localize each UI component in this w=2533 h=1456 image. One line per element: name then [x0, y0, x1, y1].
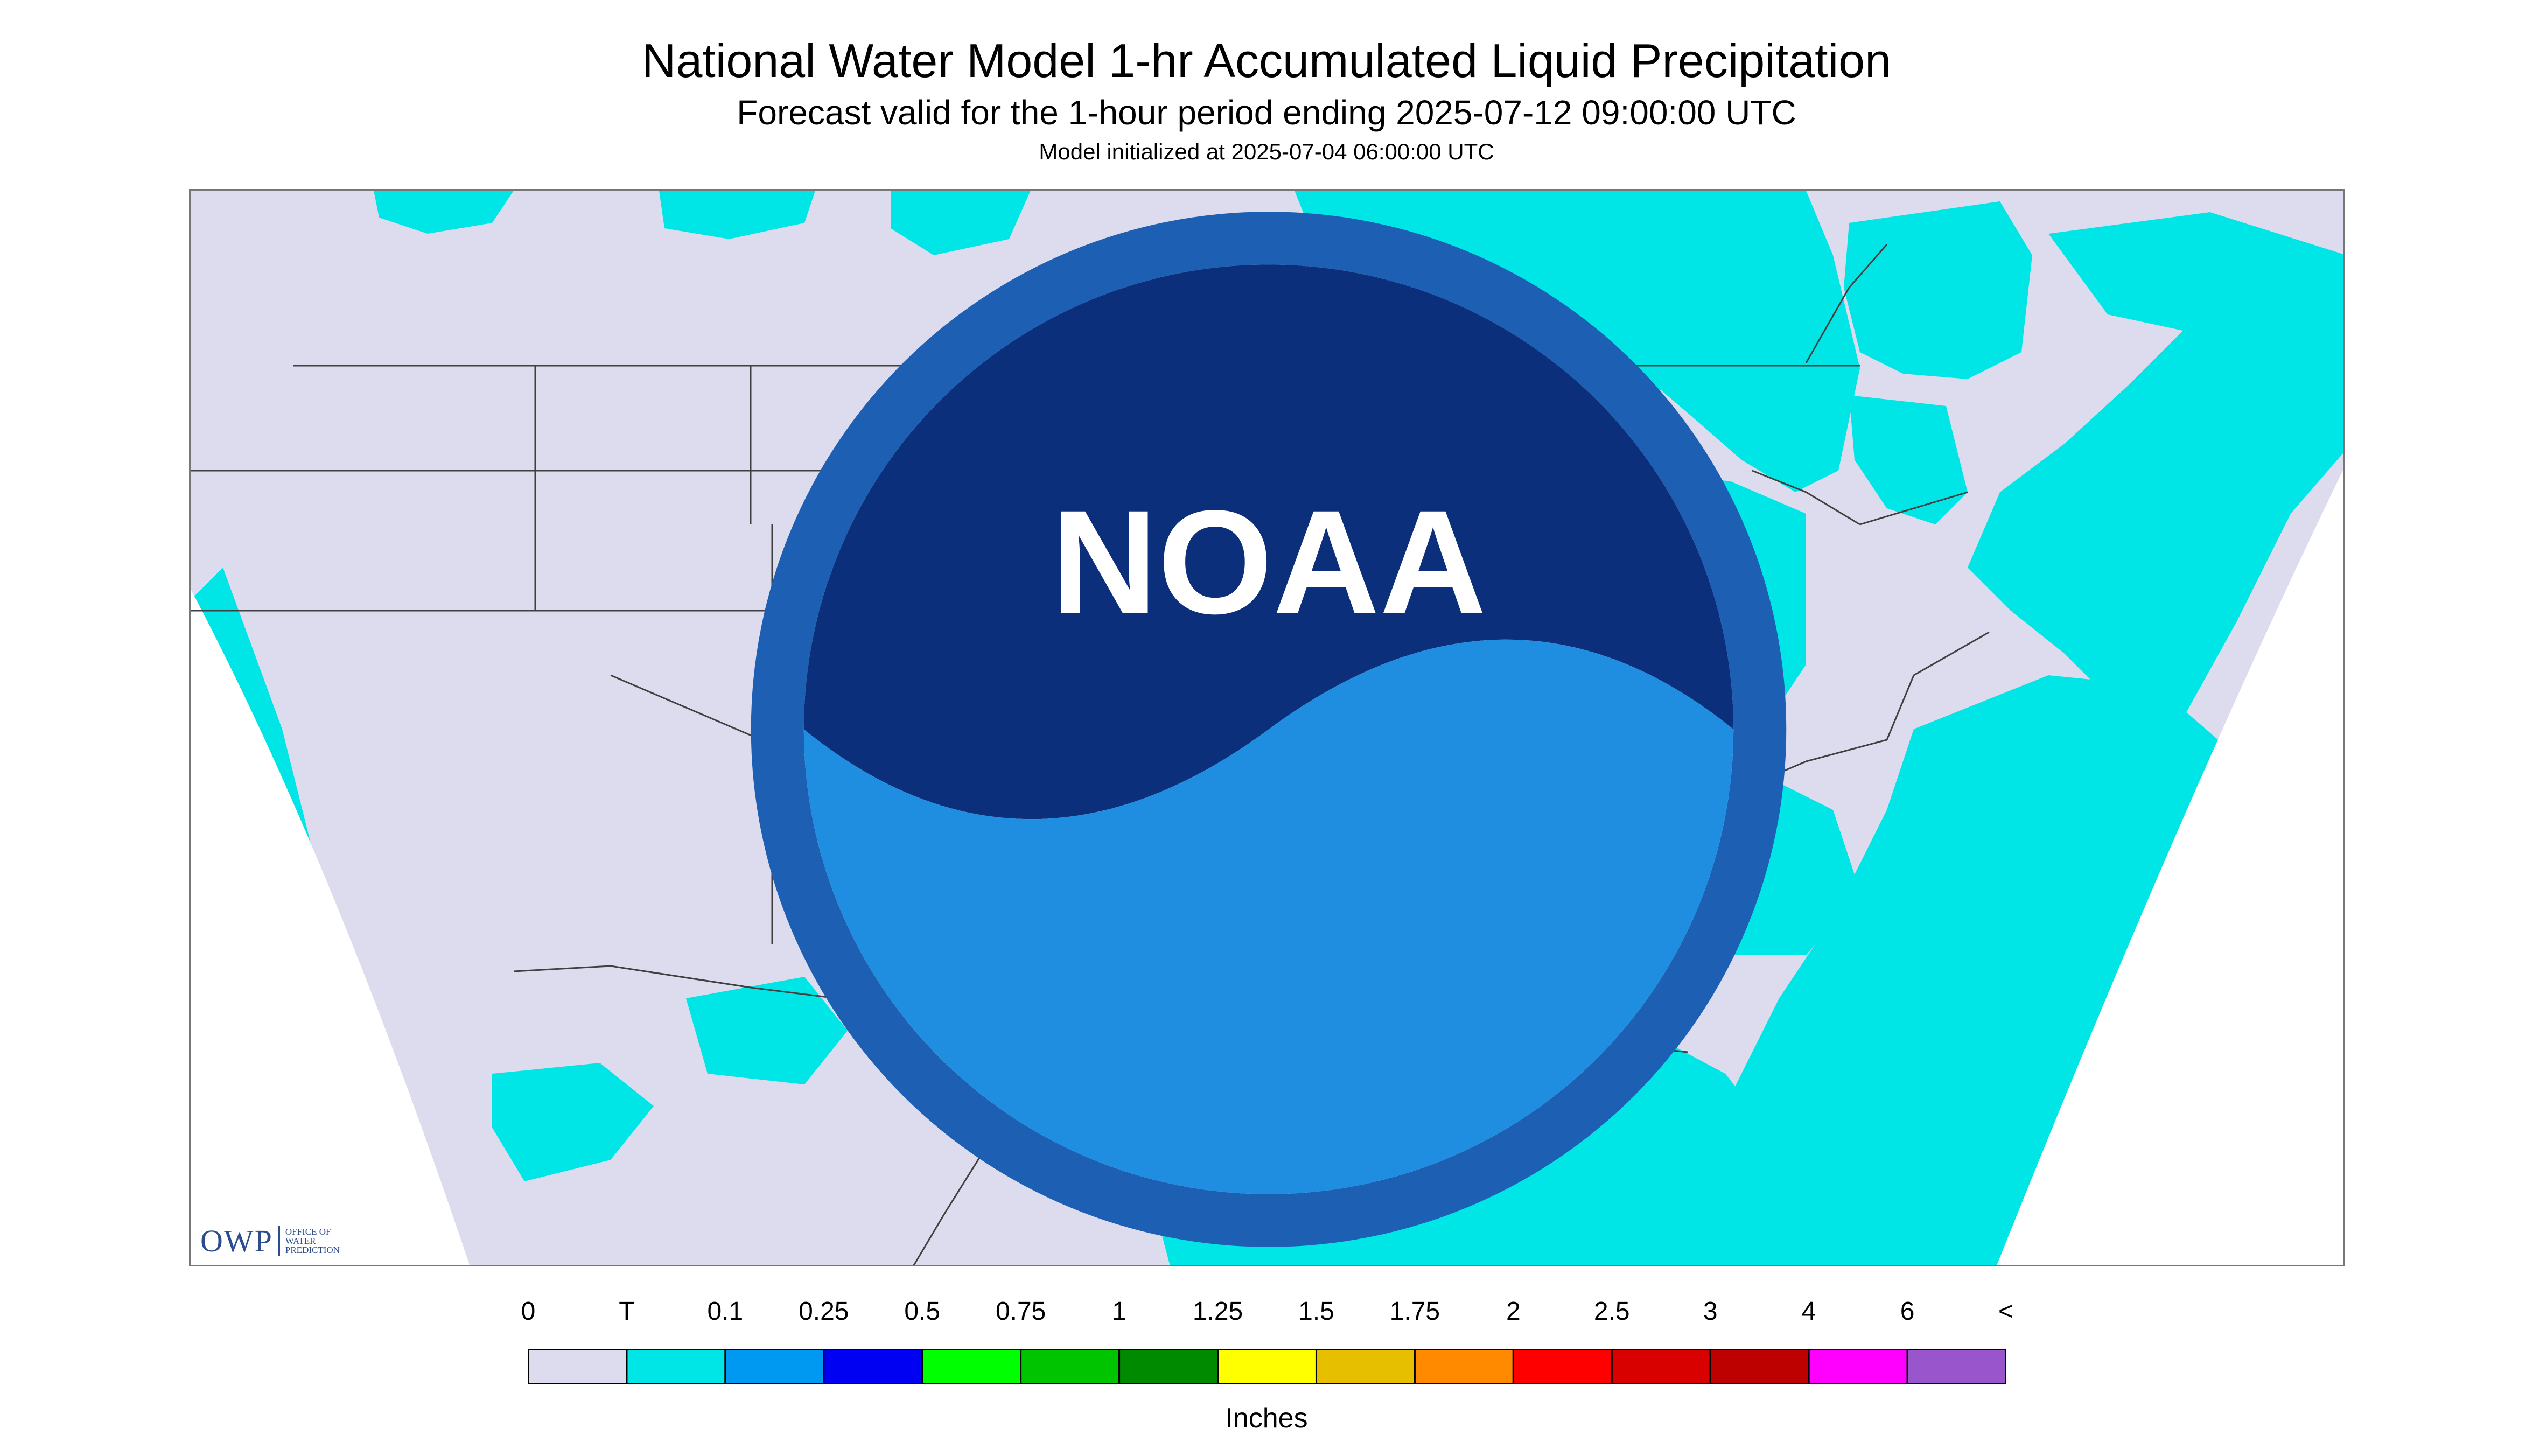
legend-tick-label: T	[619, 1297, 635, 1326]
precip-area	[492, 1063, 654, 1181]
precipitation-map[interactable]: OWP OFFICE OF WATER PREDICTION NOAA	[189, 189, 2345, 1266]
forecast-valid-subtitle: Forecast valid for the 1-hour period end…	[737, 93, 1796, 132]
noaa-logo-icon: NOAA	[751, 212, 1787, 1247]
precip-area	[659, 191, 815, 239]
owp-logo: OWP OFFICE OF WATER PREDICTION	[200, 1223, 345, 1258]
model-init-label: Model initialized at 2025-07-04 06:00:00…	[1039, 139, 1494, 164]
precip-area	[686, 977, 848, 1084]
legend-swatch	[823, 1349, 923, 1384]
legend-tick-labels: 0 T 0.1 0.25 0.5 0.75 1 1.25 1.5 1.75 2 2.5 3 4 6 <	[521, 1297, 2013, 1340]
legend-tick-label: 4	[1801, 1297, 1816, 1326]
legend-tick-label: 1.25	[1192, 1297, 1243, 1326]
legend-swatch	[724, 1349, 825, 1384]
legend-tick-label: 3	[1703, 1297, 1718, 1326]
legend-tick-label: 1.5	[1298, 1297, 1334, 1326]
legend-swatch	[1906, 1349, 2006, 1384]
precip-area	[1849, 395, 1968, 524]
owp-divider	[278, 1226, 280, 1256]
legend-swatch	[1709, 1349, 1810, 1384]
legend-swatch	[1118, 1349, 1219, 1384]
legend-tick-label: 0.5	[904, 1297, 941, 1326]
legend-swatch	[1020, 1349, 1121, 1384]
owp-office-name: OFFICE OF WATER PREDICTION	[285, 1226, 340, 1255]
precip-area	[1844, 201, 2032, 379]
legend-swatch	[1217, 1349, 1317, 1384]
legend-units: Inches	[1225, 1403, 1308, 1434]
precip-area	[891, 191, 1031, 255]
precip-area	[2280, 271, 2343, 363]
legend-tick-label: 2.5	[1593, 1297, 1630, 1326]
legend-swatch	[626, 1349, 726, 1384]
legend-color-bar	[528, 1349, 2006, 1384]
legend-swatch	[1315, 1349, 1416, 1384]
svg-text:NOAA: NOAA	[1051, 480, 1487, 645]
legend-tick-label: <	[1998, 1297, 2014, 1326]
legend-swatch	[1611, 1349, 1711, 1384]
legend-swatch	[1512, 1349, 1613, 1384]
legend-tick-label: 0.75	[995, 1297, 1046, 1326]
legend-tick-label: 0.25	[799, 1297, 849, 1326]
legend-swatch	[1414, 1349, 1514, 1384]
legend-swatch	[1808, 1349, 1908, 1384]
owp-mark: OWP	[200, 1223, 273, 1258]
legend-tick-label: 0.1	[707, 1297, 744, 1326]
precip-area	[374, 191, 514, 234]
legend-tick-label: 1	[1112, 1297, 1126, 1326]
legend-tick-label: 1.75	[1389, 1297, 1440, 1326]
legend-tick-label: 0	[521, 1297, 536, 1326]
legend-swatch	[528, 1349, 628, 1384]
map-title: National Water Model 1-hr Accumulated Li…	[641, 34, 1892, 87]
legend-tick-label: 2	[1506, 1297, 1521, 1326]
legend-swatch	[921, 1349, 1022, 1384]
legend-tick-label: 6	[1900, 1297, 1915, 1326]
precip-area	[1968, 212, 2343, 718]
